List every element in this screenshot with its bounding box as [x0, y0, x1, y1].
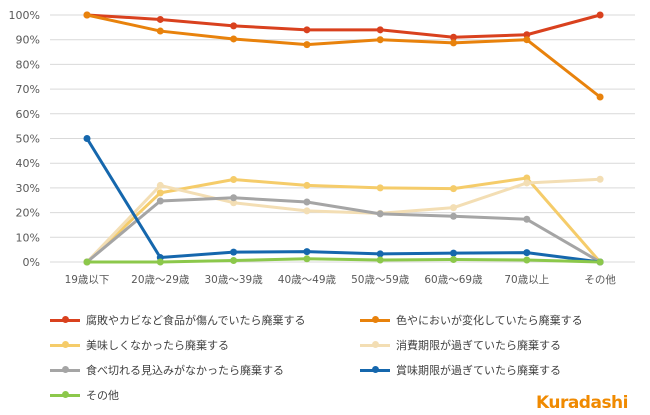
legend-label: 色やにおいが変化していたら廃棄する	[396, 314, 583, 327]
x-tick-label: 60歳～69歳	[424, 274, 483, 286]
y-tick-label: 60%	[16, 108, 40, 121]
series-line-6	[87, 257, 601, 264]
data-point	[596, 258, 604, 266]
legend-swatch	[50, 316, 80, 323]
series-line-2	[85, 176, 602, 264]
y-tick-label: 20%	[16, 207, 40, 220]
data-point	[376, 184, 384, 192]
data-point	[376, 250, 384, 258]
series-line-0	[86, 13, 601, 39]
data-point	[230, 176, 238, 184]
data-point	[230, 194, 238, 202]
data-point	[156, 258, 164, 266]
legend-label: 消費期限が過ぎていたら廃棄する	[396, 339, 561, 352]
series-line-1	[86, 13, 602, 99]
y-tick-label: 100%	[9, 9, 40, 22]
data-point	[83, 135, 91, 142]
y-tick-label: 70%	[16, 83, 40, 96]
data-point	[523, 215, 531, 223]
data-point	[596, 11, 604, 19]
series-line-3	[85, 177, 601, 264]
line-chart: 0% 10% 20% 30% 40% 50% 60% 70% 80% 90% 100% 19歳以下 20…	[9, 9, 635, 286]
data-point	[303, 198, 311, 206]
legend-swatch	[50, 341, 80, 348]
x-tick-label: 19歳以下	[65, 274, 110, 286]
x-tick-label: 70歳以上	[504, 274, 549, 286]
data-point	[230, 257, 238, 265]
data-point	[523, 36, 531, 44]
legend-swatch	[360, 366, 390, 373]
data-point	[450, 185, 457, 193]
legend-swatch	[50, 391, 80, 398]
x-tick-label: 20歳～29歳	[131, 274, 190, 286]
data-point	[450, 33, 457, 41]
data-point	[376, 256, 384, 264]
data-point	[523, 31, 531, 39]
data-point	[450, 39, 457, 47]
y-tick-label: 80%	[16, 58, 40, 71]
y-tick-label: 10%	[16, 231, 40, 244]
legend-item: その他	[50, 387, 360, 403]
y-tick-label: 90%	[16, 34, 40, 47]
x-tick-label: 40歳～49歳	[278, 274, 337, 286]
x-tick-label: 50歳～59歳	[351, 274, 410, 286]
data-point	[376, 210, 384, 218]
data-point	[156, 15, 164, 23]
data-point	[303, 255, 311, 263]
data-point	[156, 189, 164, 197]
data-point	[523, 174, 531, 182]
legend-item: 美味しくなかったら廃棄する	[50, 337, 360, 353]
legend-swatch	[360, 341, 390, 348]
x-tick-label: その他	[584, 273, 616, 286]
data-point	[523, 256, 531, 264]
data-point	[450, 212, 457, 220]
series-line-5	[85, 137, 601, 264]
data-point	[523, 179, 531, 187]
data-point	[156, 197, 164, 205]
legend-item: 腐敗やカビなど食品が傷んでいたら廃棄する	[50, 312, 360, 328]
y-tick-label: 30%	[16, 182, 40, 195]
y-tick-label: 40%	[16, 157, 40, 170]
series-line-4	[86, 196, 601, 264]
legend-item: 消費期限が過ぎていたら廃棄する	[360, 337, 610, 353]
data-point	[156, 27, 164, 35]
legend-label: 美味しくなかったら廃棄する	[86, 339, 229, 352]
legend-label: 腐敗やカビなど食品が傷んでいたら廃棄する	[86, 314, 306, 327]
y-tick-label: 0%	[23, 256, 40, 269]
legend-label: 賞味期限が過ぎていたら廃棄する	[396, 364, 561, 377]
data-point	[523, 249, 531, 257]
data-point	[303, 248, 311, 256]
data-point	[596, 93, 604, 101]
data-point	[83, 11, 91, 19]
data-point	[376, 26, 384, 34]
legend-label: その他	[86, 389, 119, 402]
data-point	[303, 26, 311, 34]
data-point	[596, 175, 604, 183]
data-point	[450, 256, 457, 264]
data-point	[303, 207, 311, 215]
data-point	[303, 41, 311, 49]
y-tick-label: 50%	[16, 133, 40, 146]
legend-item: 賞味期限が過ぎていたら廃棄する	[360, 362, 610, 378]
data-point	[450, 204, 457, 212]
data-point	[450, 249, 457, 257]
legend: 腐敗やカビなど食品が傷んでいたら廃棄する 色やにおいが変化していたら廃棄する美味し…	[50, 312, 610, 403]
data-point	[230, 35, 238, 43]
data-point	[156, 181, 164, 189]
x-tick-label: 30歳～39歳	[204, 274, 263, 286]
data-point	[230, 248, 238, 256]
data-point	[230, 199, 238, 207]
legend-label: 食べ切れる見込みがなかったら廃棄する	[86, 364, 284, 377]
legend-swatch	[360, 316, 390, 323]
data-point	[303, 181, 311, 189]
kuradashi-logo: Kuradashi	[535, 393, 629, 413]
data-point	[230, 22, 238, 30]
legend-item: 色やにおいが変化していたら廃棄する	[360, 312, 610, 328]
data-point	[83, 258, 91, 266]
legend-swatch	[50, 366, 80, 373]
legend-item: 食べ切れる見込みがなかったら廃棄する	[50, 362, 360, 378]
data-point	[376, 36, 384, 44]
